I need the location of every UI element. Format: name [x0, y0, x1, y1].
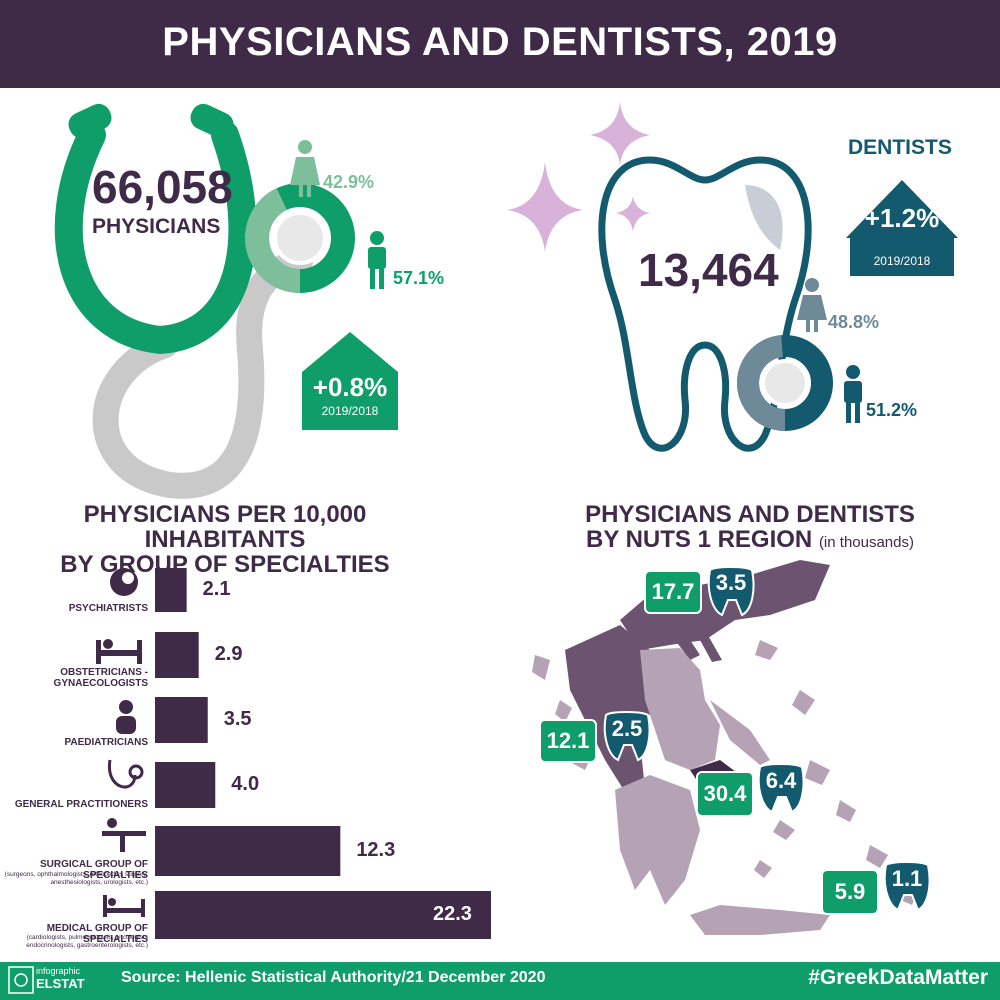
map-peloponnese	[615, 775, 700, 905]
region-badges	[539, 566, 931, 915]
logo-small-text: infographic	[36, 966, 81, 976]
sparkle-small	[616, 196, 650, 232]
bar-general-practitioners	[155, 762, 216, 808]
female-doctor-icon	[290, 140, 320, 197]
male-dentist-icon	[844, 365, 862, 423]
footer-bar	[0, 962, 1000, 1000]
tooth-outline	[598, 156, 812, 452]
map-chalkidiki	[675, 625, 722, 662]
map-crete	[690, 905, 830, 935]
stethoscope-earpiece-right	[190, 103, 234, 139]
bar-surgical	[155, 826, 341, 876]
dentists-female-pct: 48.8%	[828, 312, 880, 332]
logo-text: ELSTAT	[36, 976, 85, 991]
tooth-shine	[745, 185, 783, 250]
physicians-change: +0.8%	[312, 372, 388, 402]
phys-donut-female	[245, 183, 355, 293]
region-central-physicians: 12.1	[546, 728, 590, 753]
region-islands-physicians: 5.9	[834, 879, 866, 904]
map-ionian	[532, 655, 592, 770]
specialties-title: PHYSICIANS PER 10,000 INHABITANTS BY GRO…	[0, 502, 450, 577]
bar-value-medical: 22.3	[433, 903, 472, 925]
category-sub-medical: (cardiologists, pulmonologists, oncologi…	[26, 934, 148, 949]
stethoscope-tube	[92, 249, 313, 499]
region-central-dentists: 2.5	[611, 716, 643, 741]
title-banner	[0, 0, 1000, 88]
hospital-bed-icon	[96, 639, 142, 664]
elstat-logo-icon	[8, 966, 34, 994]
dentists-total: 13,464	[638, 244, 779, 296]
region-north-dentists: 3.5	[715, 570, 747, 595]
bar-value-general-practitioners: 4.0	[231, 773, 260, 795]
bar-psychiatrists	[155, 568, 187, 612]
map-euboea	[710, 700, 770, 765]
brain-head-icon	[110, 568, 138, 596]
stethoscope-earpiece-left	[68, 103, 112, 139]
region-north-physicians: 17.7	[651, 579, 695, 604]
stethoscope-binaural	[54, 121, 257, 355]
regions-title: PHYSICIANS AND DENTISTS BY NUTS 1 REGION…	[560, 502, 940, 555]
dentists-male-pct: 51.2%	[866, 400, 918, 420]
category-label-medical: MEDICAL GROUP OF SPECIALTIES	[46, 923, 148, 945]
category-sub-surgical: (surgeons, ophthalmologists, orthopedics…	[4, 871, 148, 886]
dentists-title: DENTISTS	[848, 136, 952, 159]
sparkle-large	[507, 162, 583, 252]
physicians-total: 66,058	[92, 161, 233, 213]
hashtag: #GreekDataMatter	[808, 966, 988, 989]
dent-change-arrow	[846, 180, 958, 238]
source-text: Source: Hellenic Statistical Authority/2…	[121, 969, 546, 986]
region-islands-dentists: 1.1	[891, 866, 923, 891]
regions-unit: (in thousands)	[818, 534, 914, 551]
regions-title-line2-text: BY NUTS 1 REGION	[586, 526, 813, 553]
bar-paediatricians	[155, 697, 208, 743]
patient-bed-icon	[103, 895, 145, 917]
bar-obstetricians	[155, 632, 199, 678]
bar-value-surgical: 12.3	[356, 839, 396, 861]
bar-value-paediatricians: 3.5	[223, 708, 252, 730]
specialties-title-line1: PHYSICIANS PER 10,000 INHABITANTS	[83, 501, 367, 553]
page-title: PHYSICIANS AND DENTISTS, 2019	[162, 20, 838, 64]
map-central	[640, 648, 720, 770]
map-islands	[754, 640, 918, 905]
specialty-bars	[155, 568, 491, 939]
specialties-title-line2: BY GROUP OF SPECIALTIES	[60, 551, 390, 578]
phys-change-arrow	[302, 332, 398, 372]
category-label-obstetricians: OBSTETRICIANS - GYNAECOLOGISTS	[53, 667, 148, 689]
bar-medical	[155, 891, 491, 939]
male-doctor-icon	[368, 231, 386, 289]
category-label-general-practitioners: GENERAL PRACTITIONERS	[14, 799, 148, 810]
bar-value-obstetricians: 2.9	[214, 643, 243, 665]
physicians-male-pct: 57.1%	[393, 268, 445, 288]
category-label-psychiatrists: PSYCHIATRISTS	[68, 603, 148, 614]
dentists-change-period: 2019/2018	[873, 254, 931, 268]
region-attica-physicians: 30.4	[703, 781, 747, 806]
region-attica-dentists: 6.4	[765, 768, 797, 793]
sparkle-top	[590, 102, 650, 165]
physicians-change-period: 2019/2018	[321, 404, 379, 418]
female-dentist-icon	[797, 278, 827, 332]
category-label-surgical: SURGICAL GROUP OF SPECIALTIES	[40, 859, 148, 881]
dent-donut-female	[737, 335, 833, 431]
physicians-label: PHYSICIANS	[92, 215, 221, 238]
surgery-icon	[102, 818, 146, 852]
physicians-female-pct: 42.9%	[323, 172, 375, 192]
category-label-paediatricians: PAEDIATRICIANS	[64, 737, 148, 748]
stethoscope-icon	[108, 759, 144, 789]
regions-title-line1: PHYSICIANS AND DENTISTS	[585, 501, 915, 528]
dentists-change: +1.2%	[864, 203, 940, 233]
bar-value-psychiatrists: 2.1	[202, 578, 231, 600]
baby-icon	[116, 700, 136, 734]
regions-title-line2: BY NUTS 1 REGION (in thousands)	[560, 527, 940, 555]
